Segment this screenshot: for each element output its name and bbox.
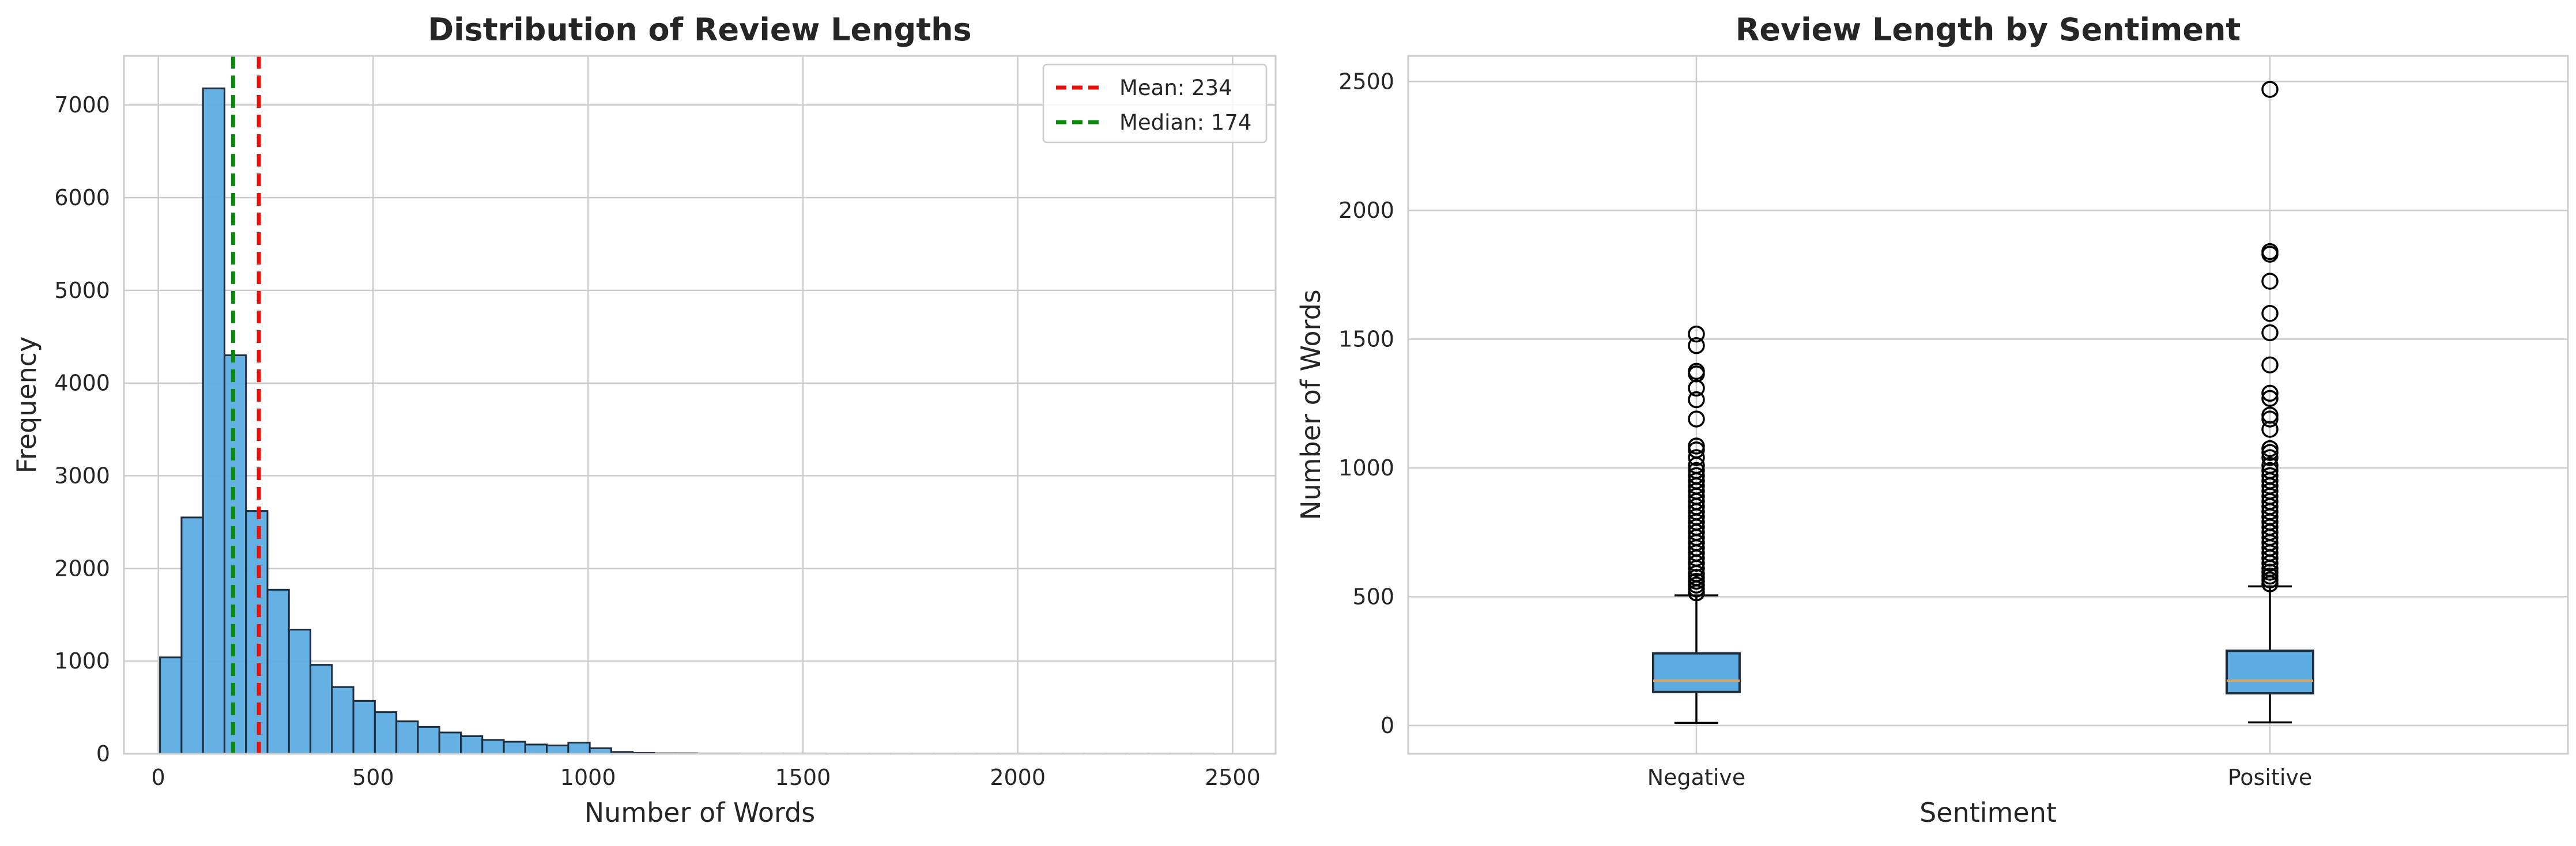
boxplot-x-tick-label: Negative [1647,765,1746,790]
histogram-y-tick-label: 1000 [54,648,110,674]
outlier-point [2261,467,2279,485]
outlier-point [1688,410,1705,428]
histogram-bar [266,588,290,755]
boxplot-panel: Negative Positive 0 500 1000 1500 2000 2500 Re… [1295,12,2569,828]
outlier-point [2261,406,2279,424]
outlier-point [2261,384,2279,402]
histogram-bar [202,87,225,755]
boxplot-marks [1652,81,2314,724]
histogram-bar [310,664,333,755]
histogram-bar [288,628,312,755]
histogram-y-tick-label: 4000 [54,371,110,396]
histogram-y-tick-label: 3000 [54,463,110,489]
outlier-point [2261,305,2279,322]
histogram-y-tick-labels: 0 1000 2000 3000 4000 5000 6000 7000 [54,92,110,766]
outlier-point [2261,449,2279,466]
outlier-point [2261,456,2279,474]
histogram-x-tick-label: 1500 [775,765,831,790]
histogram-bar [417,726,440,755]
outlier-point [1688,449,1705,466]
boxplot-x-axis-label: Sentiment [1919,797,2057,828]
boxplot-y-tick-label: 2500 [1338,69,1394,95]
outlier-point [2261,440,2279,458]
histogram-bar [524,743,548,755]
histogram-bar [331,686,354,755]
legend-box [1042,63,1268,143]
histogram-panel: 0 500 1000 1500 2000 2500 0 1000 2000 3000 4000 50… [11,12,1277,828]
histogram-bar [159,656,183,755]
histogram-bars [159,87,1214,755]
boxplot-y-tick-label: 0 [1381,713,1394,738]
boxplot-y-axis-label: Number of Words [1295,289,1326,520]
histogram-y-tick-label: 7000 [54,92,110,118]
boxplot-y-tick-label: 1000 [1338,455,1394,481]
boxplot-y-tick-label: 2000 [1338,198,1394,223]
outlier-point [1688,337,1705,354]
histogram-title: Distribution of Review Lengths [428,12,971,48]
histogram-bar [438,731,462,755]
boxplot-gridlines [1408,56,2568,754]
boxplot-y-tick-label: 1500 [1338,327,1394,352]
histogram-y-tick-label: 0 [96,741,110,766]
histogram-bar [245,510,269,755]
legend-mean-label: Mean: 234 [1119,75,1232,100]
histogram-y-tick-label: 2000 [54,556,110,581]
histogram-x-tick-label: 2500 [1205,765,1261,790]
histogram-axes-frame [123,55,1277,755]
outlier-point [2261,390,2279,407]
histogram-bar [567,742,591,755]
boxplot-x-tick-label: Positive [2228,765,2313,790]
outlier-point [1688,391,1705,409]
histogram-x-tick-labels: 0 500 1000 1500 2000 2500 [152,765,1261,790]
histogram-y-tick-label: 5000 [54,278,110,303]
histogram-y-axis-label: Frequency [11,337,42,474]
boxplot-x-tick-labels: Negative Positive [1647,765,2313,790]
outlier-point [1688,462,1705,479]
histogram-bar [374,711,398,755]
histogram-y-tick-label: 6000 [54,185,110,210]
boxplot-y-tick-labels: 0 500 1000 1500 2000 2500 [1338,69,1394,738]
outlier-point [2261,462,2279,479]
outlier-point [2261,324,2279,342]
histogram-legend: Mean: 234 Median: 174 [1042,63,1268,143]
boxplot-axes-frame [1407,55,2569,755]
histogram-bar [352,700,376,755]
histogram-x-tick-label: 2000 [990,765,1046,790]
histogram-bar [546,745,569,755]
histogram-bar [395,720,419,755]
legend-median-label: Median: 174 [1119,110,1251,135]
box-positive [2226,81,2314,724]
outlier-point [1688,362,1705,380]
outlier-point [2261,243,2279,260]
iqr-box [1652,652,1741,693]
outlier-point [1688,437,1705,455]
outlier-point [2261,273,2279,290]
boxplot-y-tick-label: 500 [1352,584,1394,609]
histogram-bar [481,739,505,755]
histogram-bar [503,741,526,755]
histogram-x-axis-label: Number of Words [584,797,816,828]
outlier-point [2261,81,2279,98]
outlier-point [1688,467,1705,485]
histogram-x-tick-label: 0 [152,765,165,790]
histogram-x-tick-label: 500 [352,765,394,790]
histogram-bar [459,735,484,755]
histogram-bar [223,354,247,755]
outlier-point [1688,325,1705,343]
outlier-point [2261,356,2279,373]
box-negative [1652,325,1741,724]
boxplot-title: Review Length by Sentiment [1736,12,2241,48]
iqr-box [2226,649,2314,694]
histogram-bar [180,516,204,755]
histogram-x-tick-label: 1000 [560,765,616,790]
